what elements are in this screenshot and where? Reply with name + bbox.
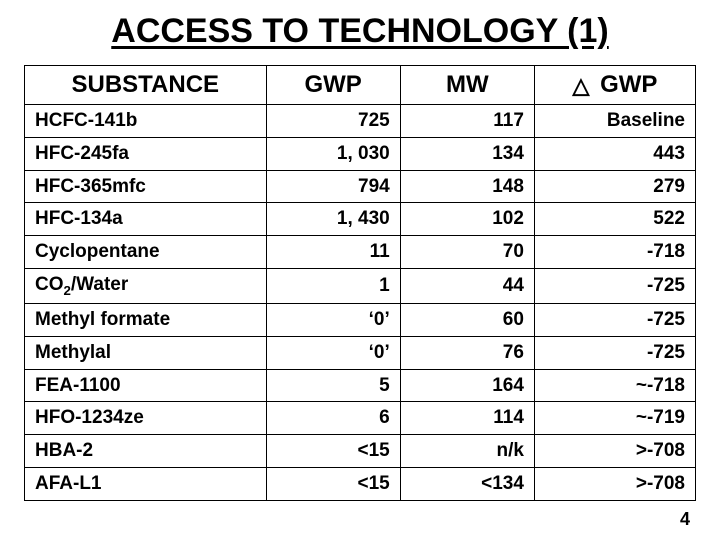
table-row: HFC-365mfc794148279 <box>25 170 696 203</box>
col-mw: MW <box>400 66 534 105</box>
cell-delta: >-708 <box>534 435 695 468</box>
table-row: HFC-245fa1, 030134443 <box>25 137 696 170</box>
cell-gwp: 1, 030 <box>266 137 400 170</box>
table-row: Cyclopentane1170-718 <box>25 236 696 269</box>
cell-delta: ~-718 <box>534 369 695 402</box>
cell-mw: 117 <box>400 105 534 138</box>
cell-gwp: ‘0’ <box>266 336 400 369</box>
triangle-icon: △ <box>573 72 590 100</box>
table-row: Methylal‘0’76-725 <box>25 336 696 369</box>
page-number: 4 <box>680 509 690 530</box>
cell-gwp: 5 <box>266 369 400 402</box>
cell-substance: Cyclopentane <box>25 236 267 269</box>
cell-mw: 76 <box>400 336 534 369</box>
col-substance: SUBSTANCE <box>25 66 267 105</box>
table-row: CO2/Water144-725 <box>25 268 696 303</box>
cell-substance: HBA-2 <box>25 435 267 468</box>
cell-substance: HFC-245fa <box>25 137 267 170</box>
cell-delta: -725 <box>534 336 695 369</box>
table-row: HBA-2<15n/k>-708 <box>25 435 696 468</box>
cell-substance: AFA-L1 <box>25 467 267 500</box>
cell-substance: Methyl formate <box>25 304 267 337</box>
cell-delta: 522 <box>534 203 695 236</box>
cell-delta: 443 <box>534 137 695 170</box>
cell-delta: 279 <box>534 170 695 203</box>
cell-delta: -725 <box>534 268 695 303</box>
cell-substance: HFC-365mfc <box>25 170 267 203</box>
cell-delta: -718 <box>534 236 695 269</box>
cell-mw: 102 <box>400 203 534 236</box>
cell-gwp: 1 <box>266 268 400 303</box>
cell-gwp: ‘0’ <box>266 304 400 337</box>
table-row: HFC-134a1, 430102522 <box>25 203 696 236</box>
cell-gwp: 6 <box>266 402 400 435</box>
cell-mw: 60 <box>400 304 534 337</box>
cell-substance: FEA-1100 <box>25 369 267 402</box>
cell-mw: <134 <box>400 467 534 500</box>
delta-gwp-text: GWP <box>593 71 657 98</box>
cell-gwp: 725 <box>266 105 400 138</box>
cell-mw: 148 <box>400 170 534 203</box>
col-delta-gwp: △ GWP <box>534 66 695 105</box>
cell-delta: ~-719 <box>534 402 695 435</box>
cell-gwp: <15 <box>266 435 400 468</box>
col-gwp: GWP <box>266 66 400 105</box>
table-row: Methyl formate‘0’60-725 <box>25 304 696 337</box>
cell-delta: >-708 <box>534 467 695 500</box>
cell-substance: HFO-1234ze <box>25 402 267 435</box>
table-body: HCFC-141b725117BaselineHFC-245fa1, 03013… <box>25 105 696 501</box>
cell-gwp: 1, 430 <box>266 203 400 236</box>
cell-substance: CO2/Water <box>25 268 267 303</box>
cell-gwp: 11 <box>266 236 400 269</box>
cell-delta: -725 <box>534 304 695 337</box>
cell-mw: n/k <box>400 435 534 468</box>
cell-mw: 70 <box>400 236 534 269</box>
cell-substance: HCFC-141b <box>25 105 267 138</box>
cell-delta: Baseline <box>534 105 695 138</box>
cell-mw: 134 <box>400 137 534 170</box>
cell-gwp: <15 <box>266 467 400 500</box>
slide-title: ACCESS TO TECHNOLOGY (1) <box>24 12 696 51</box>
cell-mw: 44 <box>400 268 534 303</box>
table-row: HCFC-141b725117Baseline <box>25 105 696 138</box>
table-header: SUBSTANCE GWP MW △ GWP <box>25 66 696 105</box>
gwp-table: SUBSTANCE GWP MW △ GWP HCFC-141b725117Ba… <box>24 65 696 501</box>
table-row: FEA-11005164~-718 <box>25 369 696 402</box>
cell-mw: 164 <box>400 369 534 402</box>
slide: ACCESS TO TECHNOLOGY (1) SUBSTANCE GWP M… <box>0 0 720 540</box>
cell-mw: 114 <box>400 402 534 435</box>
cell-substance: Methylal <box>25 336 267 369</box>
cell-substance: HFC-134a <box>25 203 267 236</box>
table-row: HFO-1234ze6114~-719 <box>25 402 696 435</box>
table-row: AFA-L1<15<134>-708 <box>25 467 696 500</box>
cell-gwp: 794 <box>266 170 400 203</box>
